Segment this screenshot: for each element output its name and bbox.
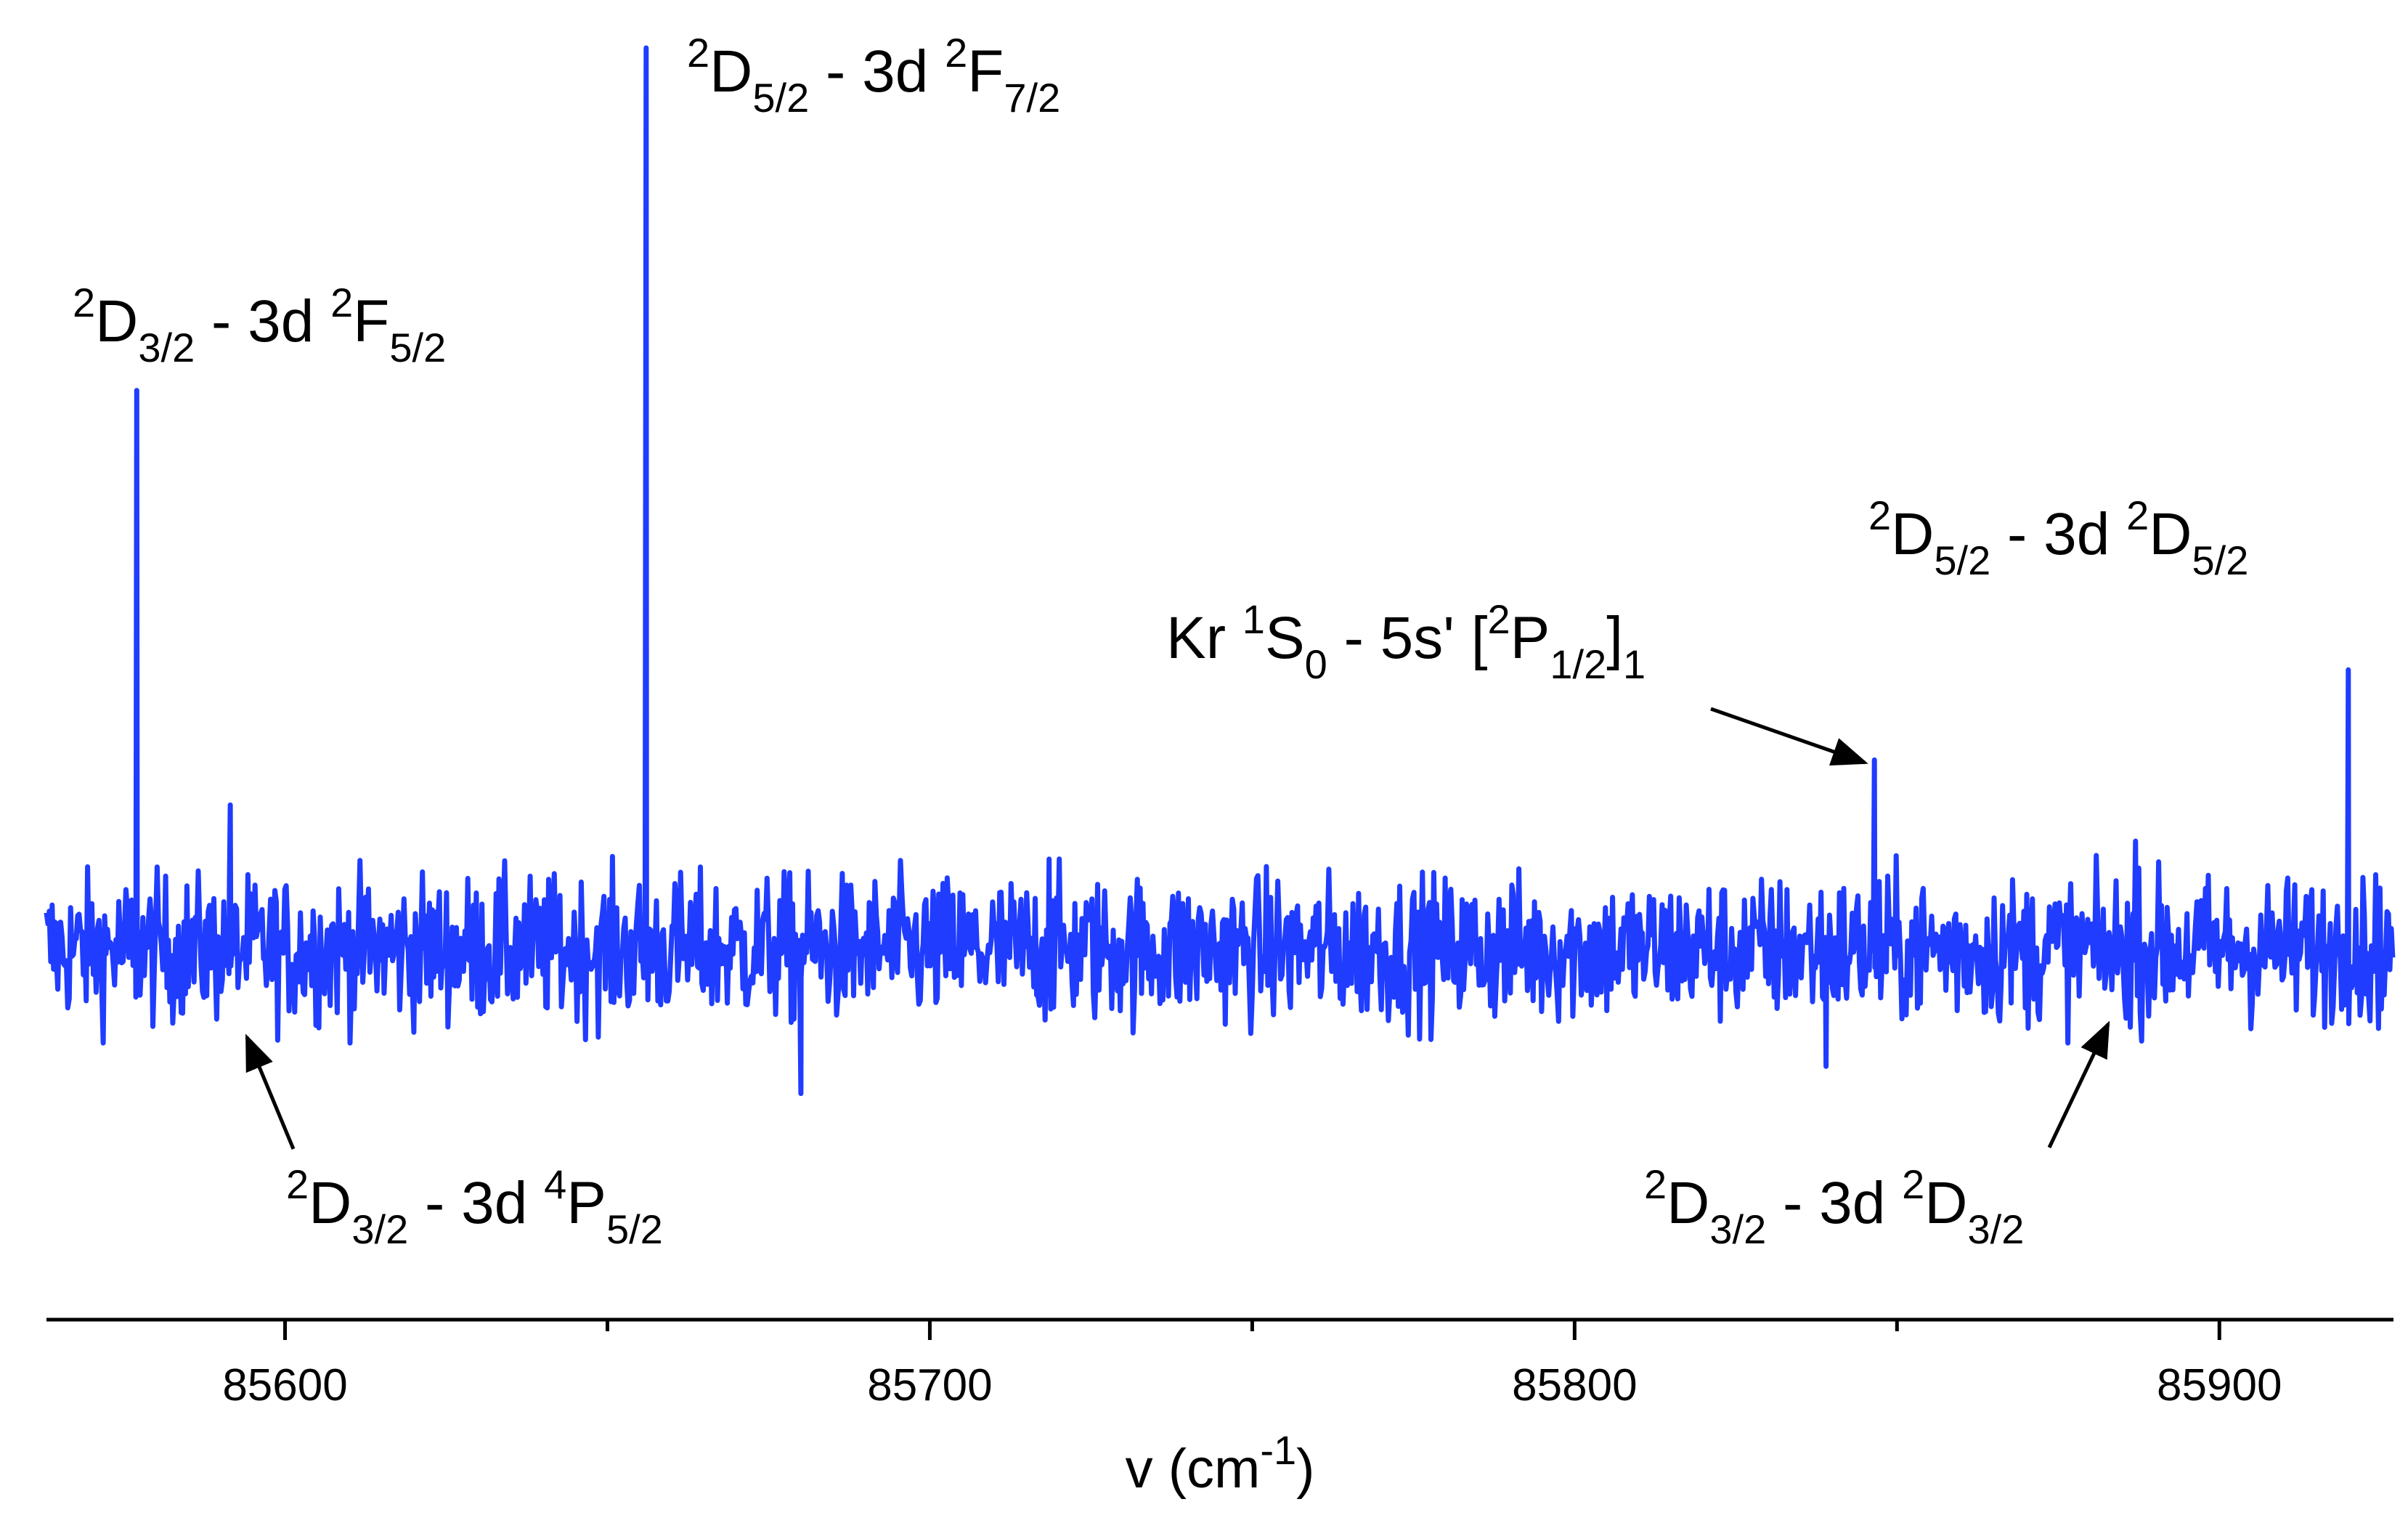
x-axis-title-sup: -1 — [1260, 1427, 1296, 1473]
arrow-to-2d32-peak — [2047, 1020, 2110, 1149]
arrow-to-4p52-peak — [245, 1033, 296, 1150]
series-group — [44, 45, 2396, 1097]
peak-label-2d32-3d2d32: 2D3/2 - 3d 2D3/2 — [1644, 1161, 2024, 1252]
x-tick-label: 85600 — [222, 1360, 347, 1410]
x-ticks: 85600 85700 85800 85900 — [222, 1320, 2282, 1410]
x-axis: 85600 85700 85800 85900 v (cm-1) — [46, 1317, 2393, 1500]
arrow-to-kr-peak — [1710, 707, 1868, 766]
x-axis-title: v (cm-1) — [1126, 1427, 1315, 1500]
annotations: 2D3/2 - 3d 2F5/2 2D5/2 - 3d 2F7/2 2D3/2 … — [73, 30, 2248, 1252]
series-line — [44, 45, 2396, 1097]
peak-label-2d52-3d2f72: 2D5/2 - 3d 2F7/2 — [687, 30, 1060, 121]
peak-label-2d32-3d2f52: 2D3/2 - 3d 2F5/2 — [73, 280, 446, 370]
peak-label-2d52-3d2d52: 2D5/2 - 3d 2D5/2 — [1868, 492, 2248, 583]
x-tick-label: 85700 — [867, 1360, 992, 1410]
x-tick-label: 85900 — [2157, 1360, 2282, 1410]
peak-label-2d32-3d4p52: 2D3/2 - 3d 4P5/2 — [286, 1161, 663, 1252]
x-tick-label: 85800 — [1512, 1360, 1637, 1410]
peak-label-kr-1s0-5s: Kr 1S0 - 5s' [2P1/2]1 — [1166, 596, 1646, 687]
